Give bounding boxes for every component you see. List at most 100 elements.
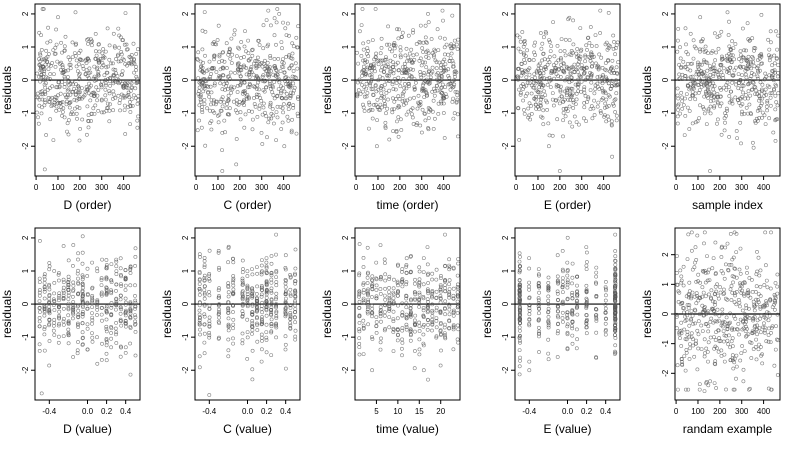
data-point <box>374 260 379 265</box>
data-point <box>120 81 125 86</box>
data-point <box>740 112 744 117</box>
data-point <box>417 277 422 282</box>
data-point <box>773 138 778 143</box>
data-point <box>417 329 422 333</box>
data-point <box>250 367 255 372</box>
data-point <box>743 315 748 320</box>
data-point <box>408 270 413 275</box>
data-point <box>269 261 274 266</box>
data-point <box>556 304 560 309</box>
data-point <box>744 303 748 308</box>
data-point <box>222 59 227 64</box>
data-point <box>119 282 123 287</box>
data-point <box>614 65 619 70</box>
data-point <box>400 312 405 317</box>
data-point <box>578 49 583 54</box>
data-point <box>245 285 250 290</box>
data-point <box>40 105 44 110</box>
data-point <box>364 71 369 76</box>
data-point <box>724 106 729 111</box>
data-point <box>682 76 687 81</box>
data-point <box>99 83 104 88</box>
data-point <box>283 96 288 101</box>
data-point <box>772 68 777 73</box>
data-point <box>122 103 127 108</box>
x-tick-label: 100 <box>211 183 225 192</box>
data-point <box>356 88 361 93</box>
data-point <box>735 327 740 332</box>
data-point <box>706 340 711 345</box>
data-point <box>682 310 686 315</box>
data-point <box>47 339 52 343</box>
data-point <box>776 91 781 96</box>
data-point <box>111 73 116 78</box>
data-point <box>725 108 730 113</box>
data-point <box>363 73 368 78</box>
data-point <box>118 59 123 64</box>
data-point <box>365 307 370 312</box>
data-point <box>604 327 608 332</box>
y-tick-label: 1 <box>181 44 190 49</box>
data-point <box>537 311 541 316</box>
data-point <box>220 148 225 153</box>
data-point <box>518 254 522 259</box>
data-point <box>417 269 422 274</box>
data-point <box>752 304 757 309</box>
data-point <box>235 90 240 94</box>
data-point <box>768 286 773 291</box>
data-point <box>740 319 745 323</box>
data-point <box>400 30 405 35</box>
data-point <box>288 96 293 100</box>
data-point <box>522 39 527 44</box>
data-point <box>716 73 721 77</box>
data-point <box>48 117 53 122</box>
data-point <box>541 83 546 88</box>
data-point <box>245 302 250 307</box>
data-point <box>220 73 225 77</box>
data-point <box>762 321 766 326</box>
data-point <box>40 64 45 69</box>
data-point <box>712 335 716 340</box>
data-point <box>541 52 546 56</box>
data-point <box>757 342 761 347</box>
data-point <box>245 96 249 101</box>
data-point <box>703 322 708 327</box>
data-point <box>230 280 235 285</box>
data-point <box>455 303 460 308</box>
data-point <box>255 300 260 305</box>
data-point <box>594 61 598 66</box>
data-point <box>119 272 123 277</box>
data-point <box>515 33 520 38</box>
data-point <box>42 296 47 301</box>
data-point <box>454 99 459 104</box>
data-point <box>567 86 571 91</box>
data-point <box>51 328 56 333</box>
data-point <box>423 35 428 40</box>
data-point <box>716 293 720 298</box>
data-point <box>730 353 735 358</box>
data-point <box>269 322 274 327</box>
data-point <box>296 24 301 29</box>
data-point <box>46 62 51 67</box>
data-point <box>61 297 66 302</box>
data-point <box>71 305 76 310</box>
data-point <box>728 358 733 363</box>
data-point <box>118 317 123 322</box>
y-axis-title: residuals <box>160 66 174 114</box>
data-point <box>241 282 245 287</box>
data-point <box>775 373 780 377</box>
data-point <box>66 285 71 290</box>
data-point <box>52 291 57 296</box>
data-point <box>575 312 580 317</box>
data-point <box>61 322 66 327</box>
data-point <box>613 279 618 284</box>
data-point <box>366 305 370 310</box>
data-point <box>410 106 415 111</box>
data-point <box>711 72 716 77</box>
data-point <box>118 256 123 261</box>
data-point <box>383 297 388 302</box>
data-point <box>574 120 579 125</box>
data-point <box>719 101 724 106</box>
data-point <box>613 254 618 259</box>
data-point <box>197 320 202 325</box>
